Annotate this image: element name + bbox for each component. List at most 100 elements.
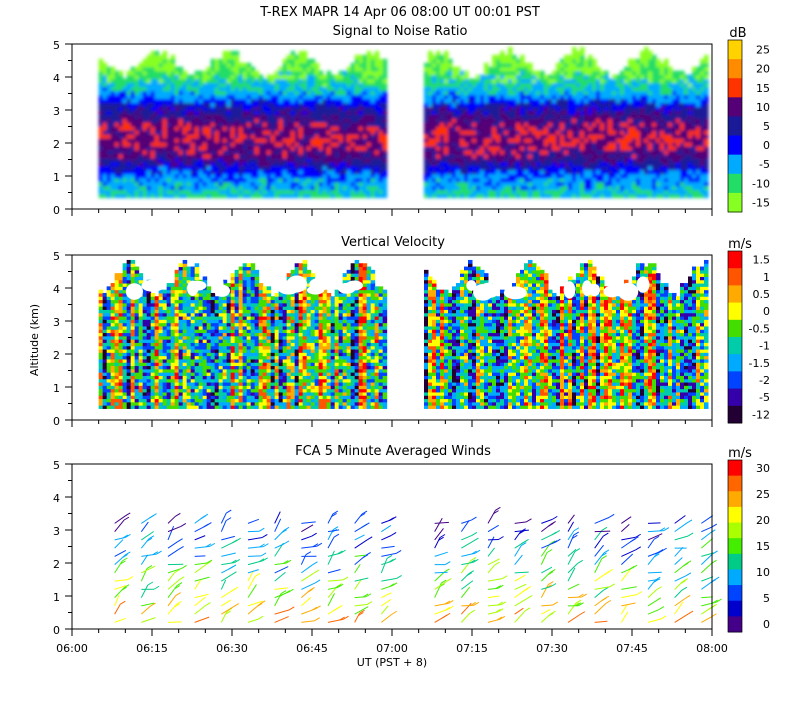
snr-cell	[516, 174, 521, 179]
snr-cell	[295, 75, 300, 80]
snr-cell	[379, 162, 384, 167]
snr-cell	[235, 63, 240, 68]
snr-cell	[560, 63, 565, 68]
snr-cell	[287, 83, 292, 88]
snr-cell	[428, 142, 433, 147]
snr-cell	[644, 55, 649, 60]
snr-cell	[644, 118, 649, 123]
snr-cell	[432, 170, 437, 175]
snr-cell	[636, 138, 641, 143]
snr-cell	[131, 166, 136, 171]
snr-cell	[227, 182, 232, 187]
snr-cell	[704, 126, 709, 131]
snr-cell	[303, 138, 308, 143]
snr-cell	[299, 130, 304, 135]
snr-cell	[343, 87, 348, 92]
snr-cell	[195, 79, 200, 84]
snr-cell	[640, 59, 645, 64]
snr-cell	[167, 138, 172, 143]
vv-cell	[99, 323, 104, 327]
snr-cell	[612, 91, 617, 96]
snr-cell	[544, 193, 549, 198]
snr-cell	[295, 126, 300, 131]
snr-cell	[668, 134, 673, 139]
snr-cell	[580, 67, 585, 72]
snr-cell	[131, 162, 136, 167]
snr-cell	[199, 79, 204, 84]
snr-cell	[143, 71, 148, 76]
snr-cell	[359, 79, 364, 84]
snr-cell	[199, 166, 204, 171]
snr-cell	[580, 71, 585, 76]
snr-cell	[355, 87, 360, 92]
snr-cell	[127, 83, 132, 88]
snr-cell	[367, 83, 372, 88]
snr-cell	[279, 102, 284, 107]
snr-cell	[311, 130, 316, 135]
snr-cell	[351, 138, 356, 143]
snr-cell	[323, 178, 328, 183]
snr-cell	[636, 71, 641, 76]
snr-cell	[444, 138, 449, 143]
snr-cell	[652, 102, 657, 107]
snr-cell	[496, 91, 501, 96]
snr-cell	[283, 126, 288, 131]
snr-cell	[255, 75, 260, 80]
snr-cell	[155, 59, 160, 64]
snr-cell	[668, 75, 673, 80]
snr-cell	[536, 193, 541, 198]
snr-cell	[203, 146, 208, 151]
snr-cell	[303, 134, 308, 139]
snr-cell	[203, 91, 208, 96]
snr-cell	[668, 166, 673, 171]
snr-cell	[267, 79, 272, 84]
snr-cell	[163, 170, 168, 175]
snr-cell	[203, 150, 208, 155]
snr-cell	[119, 130, 124, 135]
snr-cell	[532, 158, 537, 163]
snr-cell	[500, 106, 505, 111]
snr-cell	[460, 146, 465, 151]
snr-cell	[628, 98, 633, 103]
colorbar-label: 20	[756, 63, 770, 76]
snr-cell	[275, 154, 280, 159]
snr-cell	[520, 190, 525, 195]
snr-cell	[183, 138, 188, 143]
snr-cell	[175, 79, 180, 84]
snr-cell	[327, 106, 332, 111]
snr-cell	[351, 134, 356, 139]
snr-cell	[287, 166, 292, 171]
snr-cell	[343, 174, 348, 179]
snr-cell	[255, 110, 260, 115]
snr-cell	[167, 130, 172, 135]
snr-cell	[664, 71, 669, 76]
snr-cell	[323, 87, 328, 92]
snr-cell	[692, 94, 697, 99]
snr-cell	[247, 186, 252, 191]
snr-cell	[187, 87, 192, 92]
snr-cell	[307, 158, 312, 163]
snr-cell	[271, 87, 276, 92]
vv-cell	[103, 352, 108, 356]
snr-cell	[496, 178, 501, 183]
snr-cell	[520, 55, 525, 60]
snr-cell	[131, 142, 136, 147]
y-tick-label: 2	[53, 138, 60, 151]
snr-cell	[271, 182, 276, 187]
snr-cell	[652, 94, 657, 99]
snr-cell	[616, 166, 621, 171]
snr-cell	[311, 134, 316, 139]
snr-cell	[440, 158, 445, 163]
snr-cell	[648, 150, 653, 155]
snr-cell	[127, 130, 132, 135]
snr-cell	[323, 114, 328, 119]
snr-cell	[668, 91, 673, 96]
snr-cell	[700, 162, 705, 167]
snr-cell	[187, 162, 192, 167]
snr-cell	[159, 166, 164, 171]
snr-cell	[323, 122, 328, 127]
snr-cell	[472, 142, 477, 147]
snr-cell	[508, 91, 513, 96]
snr-cell	[139, 110, 144, 115]
snr-cell	[628, 71, 633, 76]
